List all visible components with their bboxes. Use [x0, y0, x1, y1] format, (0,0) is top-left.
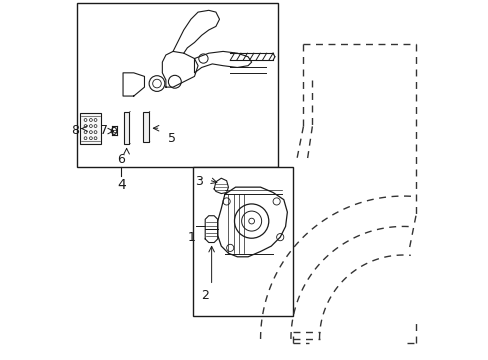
Bar — [80, 113, 101, 144]
Bar — [192, 167, 292, 316]
Text: 8: 8 — [71, 124, 80, 137]
Text: 6: 6 — [117, 153, 125, 166]
Text: 5: 5 — [167, 132, 175, 145]
Bar — [77, 3, 278, 167]
Bar — [142, 112, 149, 143]
Text: 3: 3 — [195, 175, 203, 188]
Text: 7: 7 — [100, 124, 108, 137]
Bar — [124, 112, 129, 144]
Text: 1: 1 — [187, 231, 195, 244]
Text: 2: 2 — [201, 289, 209, 302]
Text: 4: 4 — [117, 178, 125, 192]
